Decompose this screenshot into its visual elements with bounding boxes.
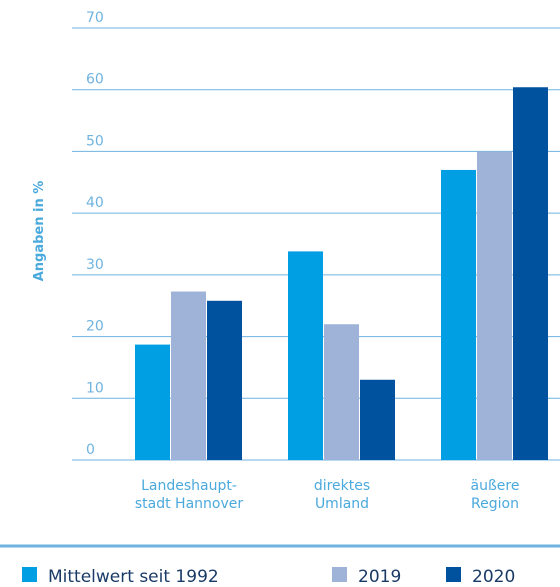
y-tick-label: 60 [86,72,104,88]
legend-label: 2019 [358,567,401,587]
bar [513,87,548,460]
category-label: äußere [471,478,520,494]
y-tick-label: 70 [86,10,104,26]
bar [288,251,323,460]
y-tick-label: 40 [86,195,104,211]
bar [441,169,476,460]
category-label: direktes [314,478,370,494]
category-label: stadt Hannover [135,496,244,512]
category-label: Region [471,496,519,512]
legend: Mittelwert seit 1992 2019 2020 [22,567,515,587]
y-tick-label: 50 [86,133,104,149]
category-label: Landeshaupt- [141,478,237,494]
bar [135,344,170,460]
y-tick-label: 20 [86,319,104,335]
legend-swatch [332,567,347,582]
bar [171,291,206,460]
category-label: Umland [315,496,369,512]
legend-label: Mittelwert seit 1992 [48,567,219,587]
bar [207,300,242,460]
y-axis-label: Angaben in % [32,181,47,282]
bars [135,87,548,460]
bar [360,379,395,460]
bar [477,151,512,460]
category-labels: Landeshaupt-stadt Hannover direktes Umland… [135,478,520,512]
legend-swatch [446,567,461,582]
bar [324,324,359,460]
y-tick-labels: 0 10 20 30 40 50 60 70 [86,10,104,458]
legend-label: 2020 [472,567,515,587]
y-tick-label: 10 [86,380,104,396]
y-tick-label: 30 [86,257,104,273]
legend-swatch [22,567,37,582]
y-tick-label: 0 [86,442,95,458]
